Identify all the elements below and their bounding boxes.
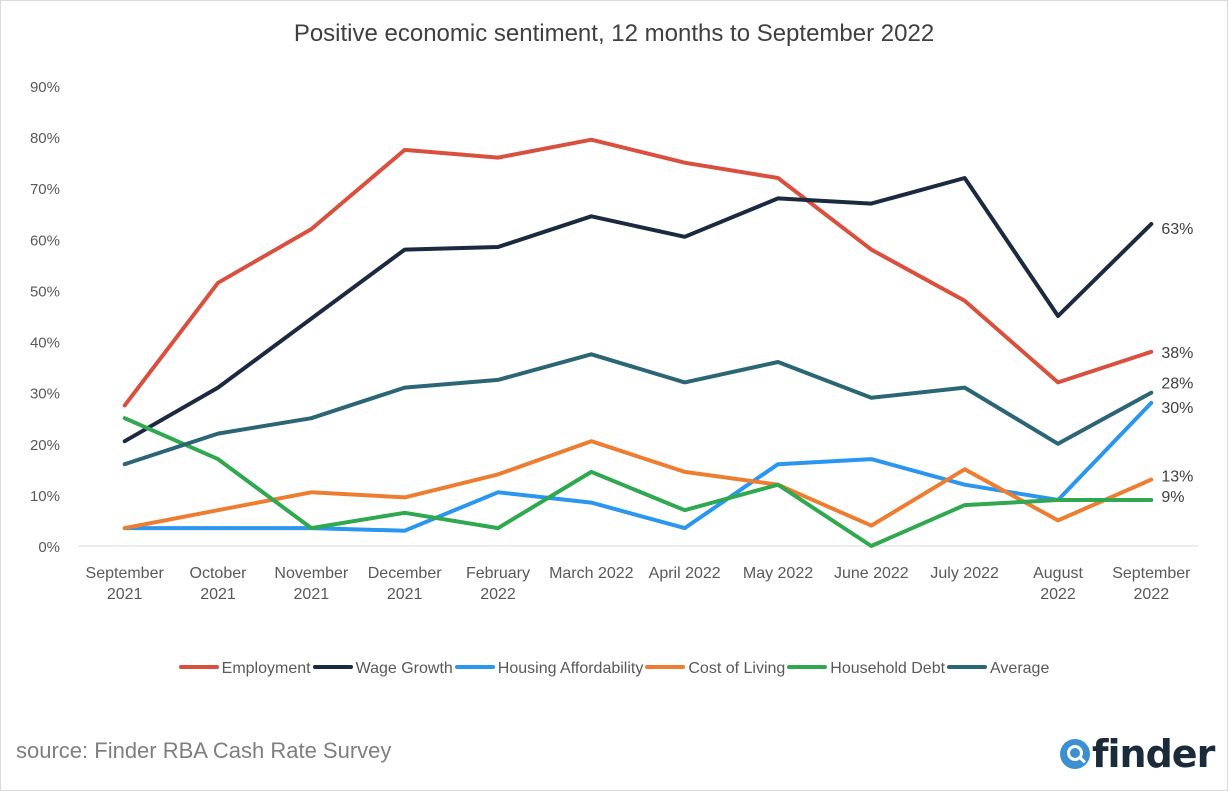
y-tick-label: 60% bbox=[30, 232, 60, 249]
legend-label: Cost of Living bbox=[688, 660, 786, 677]
data-label-household-debt: 9% bbox=[1161, 489, 1184, 506]
x-tick-label: March 2022 bbox=[549, 565, 634, 582]
data-label-wage-growth: 63% bbox=[1161, 221, 1193, 238]
y-tick-label: 0% bbox=[38, 539, 60, 556]
legend-label: Housing Affordability bbox=[497, 660, 644, 677]
series-line-cost-of-living bbox=[122, 439, 1154, 531]
legend-item-average: Average bbox=[947, 660, 1049, 678]
magnifier-icon bbox=[1060, 739, 1090, 769]
legend-swatch bbox=[787, 664, 828, 669]
y-tick-label: 40% bbox=[30, 335, 60, 352]
legend-label: Wage Growth bbox=[355, 660, 453, 677]
x-tick-label: December 2021 bbox=[368, 565, 442, 603]
y-tick-label: 30% bbox=[30, 386, 60, 403]
y-tick-label: 20% bbox=[30, 437, 60, 454]
legend: Employment Wage Growth Housing Affordabili… bbox=[0, 660, 1228, 678]
series-line-housing-affordability bbox=[122, 400, 1154, 533]
legend-swatch bbox=[178, 664, 219, 669]
data-label-average: 28% bbox=[1161, 376, 1193, 393]
data-label-cost-of-living: 13% bbox=[1161, 469, 1193, 486]
x-tick-label: July 2022 bbox=[930, 565, 999, 582]
series-line-household-debt bbox=[122, 416, 1154, 548]
legend-item-household-debt: Household Debt bbox=[787, 660, 945, 678]
x-tick-label: November 2021 bbox=[274, 565, 348, 603]
y-tick-label: 90% bbox=[30, 79, 60, 96]
x-tick-label: September 2021 bbox=[86, 565, 165, 603]
y-tick-label: 10% bbox=[30, 488, 60, 505]
brand-logo: finder bbox=[1060, 732, 1215, 776]
series-line-wage-growth bbox=[122, 176, 1154, 444]
legend-label: Average bbox=[990, 660, 1050, 677]
y-tick-label: 50% bbox=[30, 283, 60, 300]
x-tick-label: April 2022 bbox=[649, 565, 721, 582]
legend-swatch bbox=[947, 664, 988, 669]
series-lines bbox=[122, 137, 1154, 548]
legend-item-employment: Employment bbox=[178, 660, 311, 678]
legend-swatch bbox=[312, 664, 353, 669]
legend-label: Household Debt bbox=[830, 660, 946, 677]
y-tick-label: 80% bbox=[30, 130, 60, 147]
data-label-employment: 38% bbox=[1161, 345, 1193, 362]
legend-item-housing-affordability: Housing Affordability bbox=[454, 660, 644, 678]
chart-title: Positive economic sentiment, 12 months t… bbox=[293, 20, 935, 47]
x-tick-label: September 2022 bbox=[1112, 565, 1191, 603]
brand-name: finder bbox=[1092, 732, 1215, 776]
axes: 0% 10% 20% 30% 40% 50% 60% 70% 80% 90% September 20… bbox=[30, 79, 1198, 603]
data-label-housing-affordability: 30% bbox=[1161, 400, 1193, 417]
legend-label: Employment bbox=[221, 660, 311, 677]
data-labels: 38% 63% 30% 13% 9% 28% bbox=[1161, 221, 1193, 506]
legend-swatch bbox=[454, 664, 495, 669]
y-tick-label: 70% bbox=[30, 181, 60, 198]
x-tick-label: August 2022 bbox=[1033, 565, 1083, 603]
series-line-employment bbox=[122, 137, 1154, 408]
x-tick-label: February 2022 bbox=[466, 565, 530, 603]
x-tick-label: May 2022 bbox=[743, 565, 813, 582]
legend-item-wage-growth: Wage Growth bbox=[312, 660, 453, 678]
series-line-average bbox=[122, 352, 1154, 467]
legend-item-cost-of-living: Cost of Living bbox=[645, 660, 785, 678]
x-tick-label: October 2021 bbox=[190, 565, 248, 603]
x-tick-label: June 2022 bbox=[834, 565, 909, 582]
source-note: source: Finder RBA Cash Rate Survey bbox=[16, 738, 392, 763]
legend-swatch bbox=[645, 664, 686, 669]
